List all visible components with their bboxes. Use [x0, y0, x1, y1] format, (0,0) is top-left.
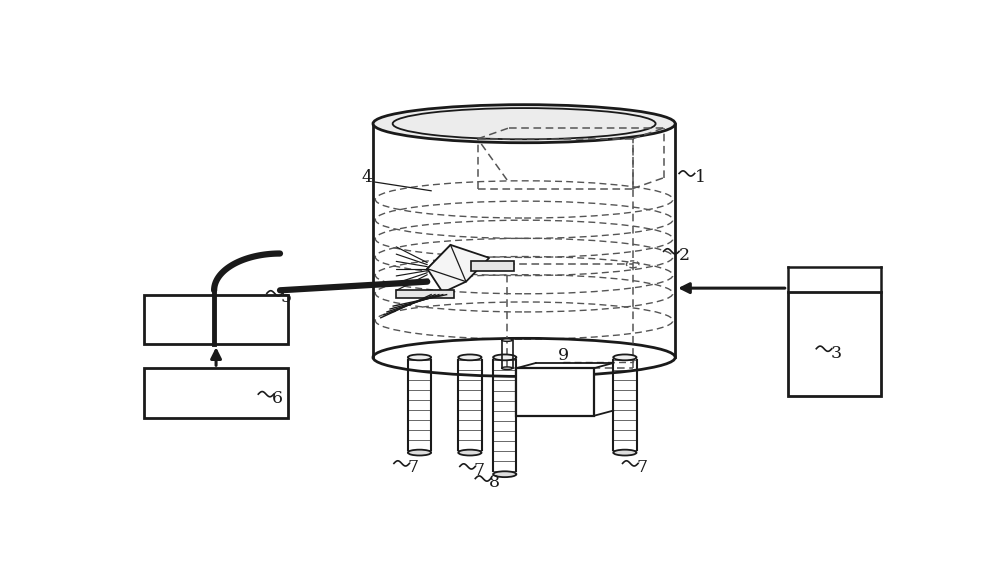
Ellipse shape — [408, 355, 431, 360]
Ellipse shape — [493, 355, 516, 360]
Bar — [788, 292, 881, 396]
Ellipse shape — [502, 367, 512, 369]
Text: 1: 1 — [695, 169, 706, 186]
Ellipse shape — [502, 339, 512, 341]
Bar — [471, 261, 514, 271]
Text: 7: 7 — [474, 463, 485, 479]
Ellipse shape — [493, 472, 516, 477]
Bar — [516, 368, 594, 416]
Text: 2: 2 — [679, 247, 690, 264]
Text: 3: 3 — [830, 345, 841, 361]
Ellipse shape — [458, 355, 482, 360]
Ellipse shape — [613, 355, 637, 360]
Ellipse shape — [408, 450, 431, 455]
Bar — [144, 294, 288, 345]
Ellipse shape — [613, 450, 637, 455]
Ellipse shape — [373, 105, 675, 143]
Polygon shape — [427, 245, 489, 292]
Text: 7: 7 — [408, 459, 419, 476]
Text: 8: 8 — [489, 474, 500, 491]
Text: 7: 7 — [637, 459, 648, 476]
Ellipse shape — [458, 450, 482, 455]
Bar — [144, 368, 288, 418]
Bar — [396, 291, 454, 298]
Text: 5: 5 — [280, 289, 291, 306]
Text: 4: 4 — [361, 169, 372, 186]
Text: 9: 9 — [557, 347, 569, 364]
Text: 6: 6 — [272, 390, 283, 407]
